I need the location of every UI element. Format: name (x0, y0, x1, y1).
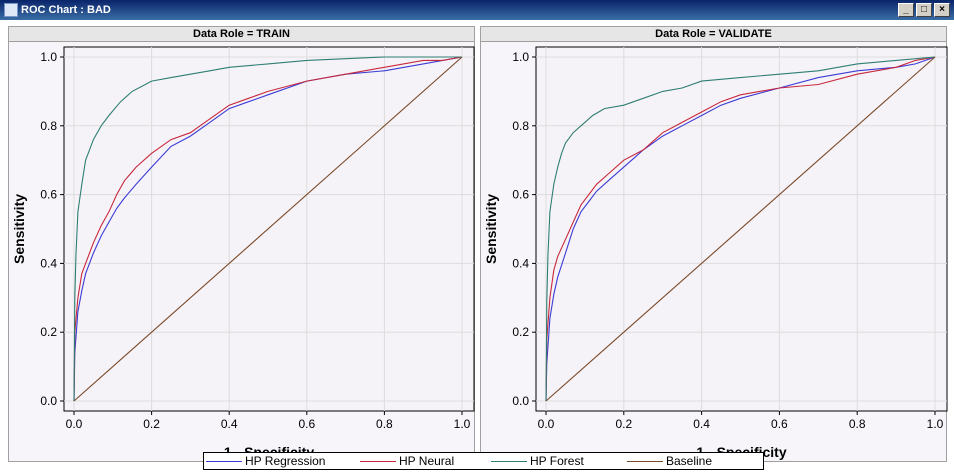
train-ytick-label: 0.8 (40, 119, 57, 133)
minimize-button[interactable]: _ (898, 3, 914, 17)
close-button[interactable]: × (934, 3, 950, 17)
chart-app-icon (4, 3, 18, 17)
train-series-hp-regression (73, 56, 463, 402)
legend-item-hp-forest: HP Forest (491, 453, 584, 469)
validate-xtick-label: 0.0 (538, 417, 555, 431)
chart-legend: HP Regression HP Neural HP Forest Baseli… (203, 452, 764, 470)
train-series-baseline (73, 56, 463, 402)
legend-swatch-hp-forest (491, 460, 527, 462)
maximize-button[interactable]: □ (916, 3, 932, 17)
legend-label-hp-neural: HP Neural (399, 454, 455, 468)
train-xtick-label: 0.2 (143, 417, 160, 431)
train-xtick-label: 0.4 (221, 417, 238, 431)
validate-ytick-label: 0.4 (512, 256, 529, 270)
validate-ytick-label: 0.8 (512, 119, 529, 133)
chart-content: Data Role = TRAIN Data Role = VALIDATE 0… (0, 20, 954, 475)
window-title: ROC Chart : BAD (21, 4, 111, 16)
legend-swatch-baseline (627, 460, 663, 462)
validate-xtick-label: 1.0 (927, 417, 944, 431)
validate-series-hp-regression (545, 56, 936, 402)
train-ytick-label: 0.2 (40, 325, 57, 339)
validate-series-baseline (545, 56, 936, 402)
train-y-axis-label: Sensitivity (11, 194, 27, 264)
validate-xtick-label: 0.6 (771, 417, 788, 431)
legend-label-hp-regression: HP Regression (245, 454, 326, 468)
train-ytick-label: 1.0 (40, 50, 57, 64)
legend-item-baseline: Baseline (627, 453, 712, 469)
legend-swatch-hp-neural (360, 460, 396, 462)
train-xtick-label: 0.8 (376, 417, 393, 431)
validate-panel-title: Data Role = VALIDATE (480, 26, 947, 42)
window-titlebar: ROC Chart : BAD _ □ × (0, 0, 954, 20)
train-xtick-label: 0.0 (66, 417, 83, 431)
validate-ytick-label: 0.2 (512, 325, 529, 339)
validate-xtick-label: 0.2 (615, 417, 632, 431)
legend-swatch-hp-regression (206, 460, 242, 462)
validate-ytick-label: 1.0 (512, 50, 529, 64)
validate-y-axis-label: Sensitivity (483, 194, 499, 264)
train-ytick-label: 0.0 (40, 394, 57, 408)
legend-label-hp-forest: HP Forest (530, 454, 584, 468)
roc-plots: 0.00.00.20.20.40.40.60.60.80.81.01.01 - … (11, 46, 948, 460)
validate-ytick-label: 0.0 (512, 394, 529, 408)
train-xtick-label: 0.6 (298, 417, 315, 431)
legend-label-baseline: Baseline (666, 454, 713, 468)
train-ytick-label: 0.4 (40, 256, 57, 270)
validate-series-hp-neural (545, 56, 936, 402)
legend-item-hp-regression: HP Regression (206, 453, 325, 469)
train-series-hp-neural (73, 56, 463, 402)
train-panel-title: Data Role = TRAIN (8, 26, 475, 42)
legend-item-hp-neural: HP Neural (360, 453, 454, 469)
validate-ytick-label: 0.6 (512, 188, 529, 202)
validate-series-hp-forest (545, 56, 936, 402)
validate-xtick-label: 0.4 (693, 417, 710, 431)
train-xtick-label: 1.0 (454, 417, 471, 431)
train-series-hp-forest (73, 56, 462, 402)
validate-xtick-label: 0.8 (849, 417, 866, 431)
train-ytick-label: 0.6 (40, 188, 57, 202)
